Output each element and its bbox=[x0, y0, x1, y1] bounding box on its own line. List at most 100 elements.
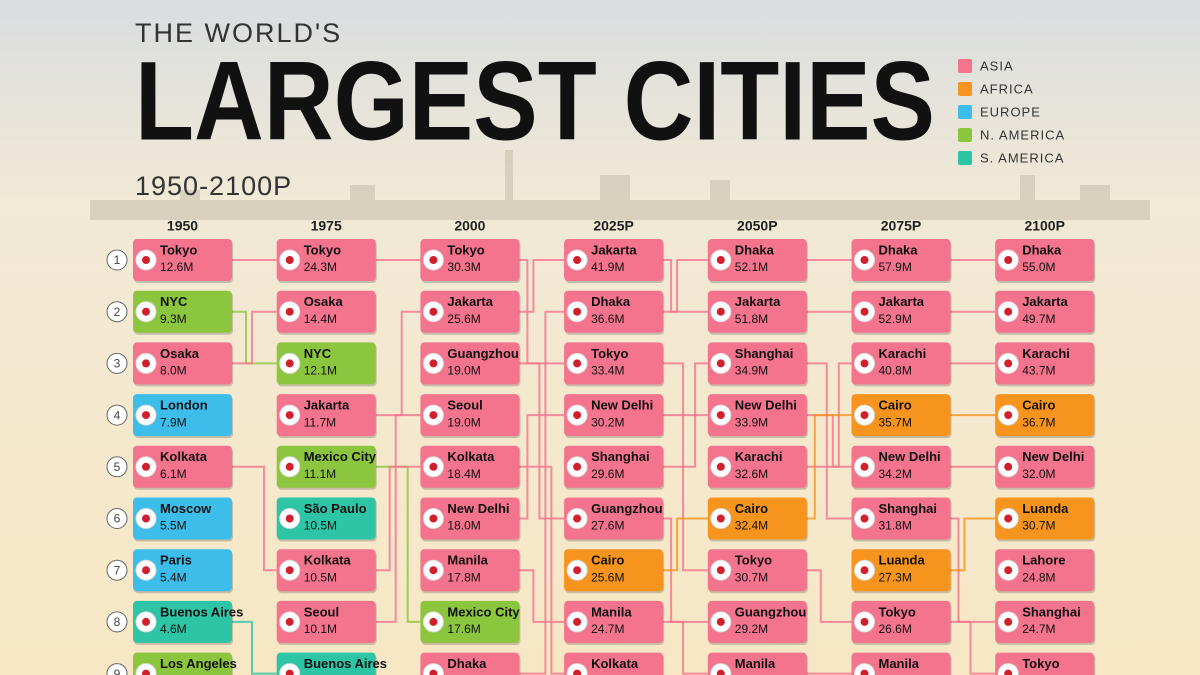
flag-dot bbox=[573, 617, 582, 626]
city-box bbox=[995, 549, 1095, 592]
connectors bbox=[232, 259, 996, 675]
legend-swatch bbox=[958, 82, 972, 96]
city-name: Tokyo bbox=[879, 604, 916, 619]
city-box bbox=[851, 652, 951, 675]
flag-dot bbox=[860, 411, 869, 420]
flag-dot bbox=[860, 359, 869, 368]
city-population: 33.9M bbox=[735, 415, 768, 429]
city-box bbox=[276, 239, 376, 281]
city-name: Shanghai bbox=[879, 501, 938, 516]
city-population: 29.2M bbox=[735, 622, 768, 636]
legend-label: ASIA bbox=[980, 58, 1014, 73]
flag-dot bbox=[573, 566, 582, 575]
city-name: Shanghai bbox=[591, 449, 650, 464]
flag-dot bbox=[573, 411, 582, 420]
city-population: 10.1M bbox=[304, 622, 337, 636]
city-box bbox=[851, 600, 951, 643]
city-box bbox=[564, 394, 664, 437]
flag-dot bbox=[1004, 307, 1013, 316]
rank-circle bbox=[106, 559, 128, 581]
flag-dot bbox=[1004, 669, 1013, 675]
city-name: Seoul bbox=[304, 604, 339, 619]
city-box bbox=[133, 394, 232, 437]
rank-number: 6 bbox=[114, 512, 121, 526]
city-name: Lahore bbox=[1022, 553, 1065, 568]
flag-dot bbox=[716, 411, 725, 420]
city-box bbox=[707, 394, 807, 437]
city-name: Manila bbox=[591, 604, 632, 619]
flag-dot bbox=[860, 617, 869, 626]
city-population: 34.9M bbox=[735, 364, 768, 378]
city-population: 18.0M bbox=[447, 519, 480, 533]
connector bbox=[375, 310, 421, 417]
flag bbox=[854, 663, 875, 675]
city-box bbox=[707, 290, 807, 333]
connector bbox=[806, 414, 852, 520]
city-name: Karachi bbox=[879, 346, 927, 361]
city-name: Cairo bbox=[1022, 398, 1055, 413]
column-label: 1950 bbox=[167, 218, 198, 234]
city-name: Seoul bbox=[447, 398, 482, 413]
city-population: 33.4M bbox=[591, 364, 624, 378]
city-box bbox=[564, 652, 664, 675]
connector bbox=[950, 620, 996, 675]
flag bbox=[135, 663, 157, 675]
flag-dot bbox=[1004, 566, 1013, 575]
flag-dot bbox=[860, 256, 869, 264]
city-name: New Delhi bbox=[591, 398, 653, 413]
city-box bbox=[420, 394, 520, 437]
legend-label: EUROPE bbox=[980, 104, 1041, 119]
connector bbox=[950, 517, 996, 572]
city-population: 30.3M bbox=[447, 260, 480, 274]
column-label: 2000 bbox=[454, 218, 485, 234]
city-population: 8.0M bbox=[160, 364, 187, 378]
city-name: Karachi bbox=[735, 449, 783, 464]
flag-dot bbox=[1004, 359, 1013, 368]
flag-dot bbox=[142, 411, 150, 420]
rank-number: 8 bbox=[114, 615, 121, 629]
city-box bbox=[564, 290, 664, 333]
city-box bbox=[707, 652, 807, 675]
city-population: 43.7M bbox=[1022, 364, 1055, 378]
connector bbox=[806, 569, 852, 623]
city-population: 17.8M bbox=[447, 570, 480, 584]
connector bbox=[663, 259, 708, 313]
rank-circle bbox=[106, 301, 128, 323]
city-box bbox=[133, 445, 232, 488]
column-label: 2025P bbox=[593, 218, 633, 234]
city-population: 24.7M bbox=[1022, 622, 1055, 636]
legend-swatch bbox=[958, 151, 972, 165]
city-population: 18.4M bbox=[447, 467, 480, 481]
city-box bbox=[707, 239, 807, 281]
city-population: 25.6M bbox=[447, 312, 480, 326]
city-population: 5.5M bbox=[160, 519, 187, 533]
city-name: Jakarta bbox=[1022, 294, 1068, 309]
city-population: 34.2M bbox=[879, 467, 912, 481]
city-box bbox=[707, 342, 807, 385]
city-name: Kolkata bbox=[447, 449, 495, 464]
city-box bbox=[276, 342, 376, 385]
flag-dot bbox=[142, 617, 150, 626]
city-population: 57.9M bbox=[879, 260, 912, 274]
city-name: Dhaka bbox=[879, 242, 919, 257]
city-name: Osaka bbox=[160, 346, 200, 361]
city-box bbox=[133, 290, 232, 333]
flag-dot bbox=[573, 669, 582, 675]
legend-swatch bbox=[958, 59, 972, 73]
city-box bbox=[133, 497, 232, 540]
city-name: São Paulo bbox=[304, 501, 367, 516]
flag-dot bbox=[716, 617, 725, 626]
city-population: 52.1M bbox=[735, 260, 768, 274]
city-population: 51.8M bbox=[735, 312, 768, 326]
city-name: Manila bbox=[735, 656, 776, 671]
city-population: 14.4M bbox=[304, 312, 337, 326]
city-box bbox=[420, 290, 520, 333]
rank-circle bbox=[106, 249, 128, 271]
connector bbox=[232, 620, 277, 675]
rank-number: 4 bbox=[114, 408, 121, 422]
flag-dot bbox=[716, 256, 725, 264]
city-population: 32.4M bbox=[735, 519, 768, 533]
flag-dot bbox=[429, 256, 438, 264]
connector bbox=[232, 465, 277, 572]
